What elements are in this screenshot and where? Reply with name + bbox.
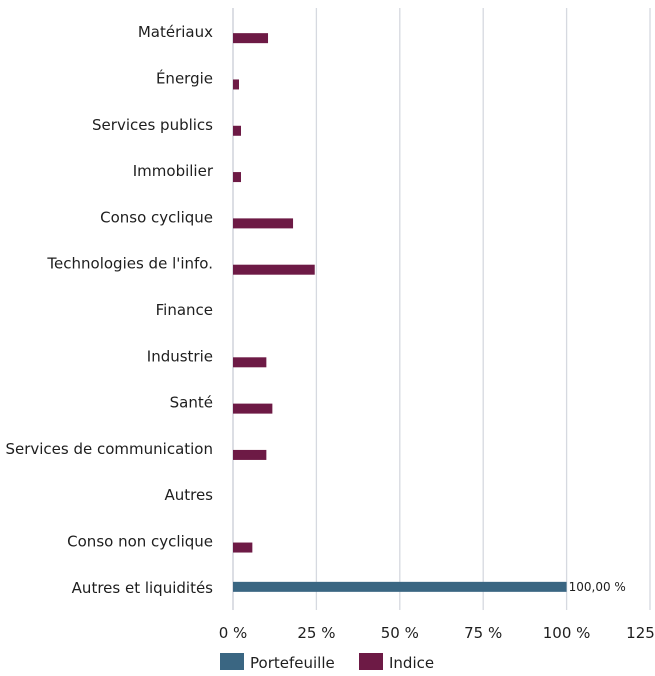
bar-indice bbox=[233, 172, 242, 183]
category-label: Finance bbox=[156, 301, 213, 319]
bar-indice bbox=[233, 33, 269, 44]
bar-indice bbox=[233, 218, 294, 229]
category-label: Matériaux bbox=[138, 23, 213, 41]
bar-indice bbox=[233, 542, 253, 553]
legend-label: Portefeuille bbox=[250, 654, 335, 672]
category-label: Immobilier bbox=[133, 162, 214, 180]
category-label: Conso cyclique bbox=[100, 208, 213, 226]
x-tick-label: 25 % bbox=[297, 624, 335, 642]
bar-indice bbox=[233, 79, 240, 90]
bar-indice bbox=[233, 264, 315, 275]
category-label: Conso non cyclique bbox=[67, 533, 213, 551]
x-tick-label: 125 % bbox=[626, 624, 655, 642]
x-tick-label: 0 % bbox=[219, 624, 248, 642]
bar-indice bbox=[233, 449, 267, 460]
legend-label: Indice bbox=[389, 654, 434, 672]
category-label: Services de communication bbox=[5, 440, 213, 458]
legend-swatch-portefeuille bbox=[220, 653, 244, 670]
bar-indice bbox=[233, 403, 273, 414]
category-label: Énergie bbox=[156, 68, 213, 87]
x-tick-label: 50 % bbox=[381, 624, 419, 642]
category-label: Services publics bbox=[92, 116, 213, 134]
data-label: 100,00 % bbox=[569, 580, 626, 594]
x-tick-label: 100 % bbox=[543, 624, 591, 642]
legend-swatch-indice bbox=[359, 653, 383, 670]
category-label: Industrie bbox=[147, 347, 213, 365]
bar-indice bbox=[233, 357, 267, 368]
category-label: Technologies de l'info. bbox=[46, 255, 213, 273]
category-label: Autres et liquidités bbox=[72, 579, 214, 597]
category-label: Autres bbox=[164, 486, 213, 504]
bar-portefeuille bbox=[233, 581, 567, 592]
x-tick-label: 75 % bbox=[464, 624, 502, 642]
category-label: Santé bbox=[170, 394, 213, 412]
bar-indice bbox=[233, 125, 242, 136]
